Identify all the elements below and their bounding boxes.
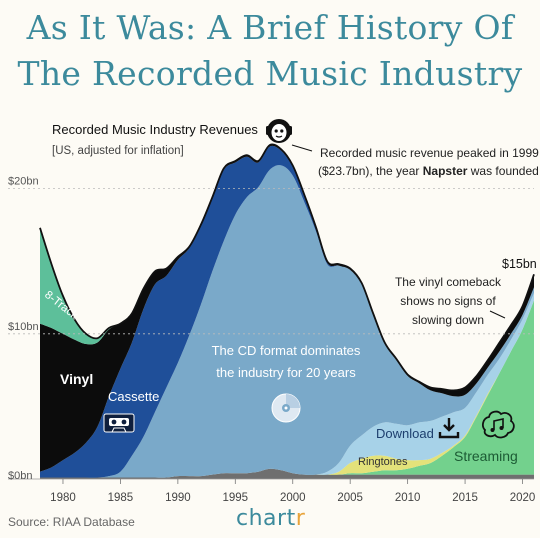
peak-annotation-text-a: ($23.7bn), the year [318, 164, 423, 178]
area-other [40, 468, 534, 479]
y-tick-label: $10bn [8, 321, 39, 333]
source-note: Source: RIAA Database [8, 515, 135, 529]
end-value-label: $15bn [502, 257, 537, 271]
series-label-streaming: Streaming [454, 448, 518, 464]
peak-annotation-leader [291, 144, 313, 152]
cd-annotation-line1: The CD format dominates [212, 343, 361, 358]
vinyl-annotation-line2: shows no signs of [400, 294, 496, 308]
area-cd [40, 165, 534, 478]
vinyl-annotation-leader [489, 310, 506, 319]
x-tick-label: 2010 [395, 492, 421, 504]
chart-axes: $0bn $10bn $20bn 1980 1985 1990 1995 2000 2005 20… [8, 176, 535, 504]
cassette-icon [103, 413, 135, 433]
x-tick-label: 2005 [337, 492, 363, 504]
area-download [40, 293, 534, 478]
peak-annotation-line1: Recorded music revenue peaked in 1999 [320, 146, 539, 160]
x-tick-label: 1995 [223, 492, 249, 504]
x-tick-label: 2015 [452, 492, 478, 504]
x-tick-label: 2000 [280, 492, 306, 504]
logo-text-accent: r [295, 506, 306, 531]
napster-icon [266, 119, 292, 143]
title-line-2: The Recorded Music Industry [17, 54, 523, 93]
peak-annotation-napster: Napster [423, 164, 468, 178]
peak-annotation-line2: ($23.7bn), the year Napster was founded [318, 164, 539, 178]
cd-annotation-line2: the industry for 20 years [216, 365, 356, 380]
total-revenue-line [39, 143, 535, 392]
peak-annotation-text-c: was founded [467, 164, 538, 178]
chart-subtitle: [US, adjusted for inflation] [52, 145, 184, 157]
vinyl-annotation-line1: The vinyl comeback [395, 275, 502, 289]
series-label-ringtones: Ringtones [358, 456, 408, 468]
download-icon [438, 418, 460, 439]
cd-icon [271, 393, 301, 423]
x-tick-label: 2020 [510, 492, 536, 504]
area-vinyl [40, 144, 534, 472]
series-label-download: Download [376, 426, 434, 441]
y-tick-label: $0bn [8, 470, 32, 482]
chartr-logo: chartr [236, 506, 305, 531]
chart-title: Recorded Music Industry Revenues [52, 122, 258, 137]
streaming-music-icon [482, 410, 515, 439]
area-streaming [40, 300, 534, 478]
series-label-cassette: Cassette [108, 389, 159, 404]
vinyl-annotation-line3: slowing down [412, 313, 484, 327]
x-tick-label: 1985 [108, 492, 134, 504]
y-tick-label: $20bn [8, 176, 39, 188]
logo-text-main: chart [236, 506, 296, 531]
area-cassette [40, 145, 534, 478]
chart-areas [39, 143, 535, 479]
series-label-vinyl: Vinyl [60, 371, 93, 387]
x-tick-label: 1980 [50, 492, 76, 504]
title-line-1: As It Was: A Brief History Of [26, 8, 514, 47]
x-tick-label: 1990 [165, 492, 191, 504]
